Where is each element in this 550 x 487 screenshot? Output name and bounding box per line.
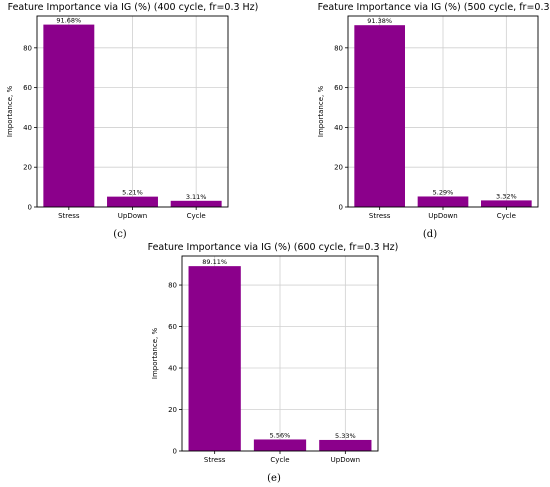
bar-updown bbox=[319, 439, 372, 451]
bar-updown bbox=[107, 196, 158, 207]
y-axis-label: Importance, % bbox=[151, 328, 159, 380]
data-label: 5.21% bbox=[122, 189, 143, 197]
x-tick-label: Stress bbox=[58, 212, 80, 220]
y-tick-label: 60 bbox=[334, 84, 343, 92]
chart-title: Feature Importance via IG (%) (400 cycle… bbox=[8, 2, 259, 13]
x-tick-label: UpDown bbox=[331, 456, 360, 464]
y-tick-label: 20 bbox=[23, 164, 32, 172]
bar-stress bbox=[188, 266, 241, 451]
y-tick-label: 0 bbox=[28, 204, 32, 212]
chart-panel-1: 91.38% Stress 5.29% UpDown 3.32% Cycle 0 20 40 60… bbox=[317, 2, 550, 240]
bar-cycle bbox=[481, 200, 532, 207]
panel-caption: (d) bbox=[423, 229, 437, 240]
y-tick-label: 80 bbox=[168, 282, 177, 290]
y-tick-label: 0 bbox=[173, 448, 177, 456]
x-tick-label: Stress bbox=[204, 456, 226, 464]
y-axis-label: Importance, % bbox=[317, 86, 325, 138]
y-tick-label: 60 bbox=[168, 323, 177, 331]
y-tick-label: 40 bbox=[168, 365, 177, 373]
y-tick-label: 80 bbox=[334, 44, 343, 52]
chart-panel-2: 89.11% Stress 5.56% Cycle 5.33% UpDown 0 20 40 60… bbox=[148, 242, 399, 484]
data-label: 3.11% bbox=[186, 193, 207, 201]
plot-frame bbox=[36, 15, 229, 208]
data-label: 91.38% bbox=[367, 17, 392, 25]
bar-updown bbox=[417, 196, 469, 207]
x-tick-label: Cycle bbox=[187, 212, 206, 220]
plot-frame bbox=[347, 15, 539, 208]
y-tick-label: 20 bbox=[334, 164, 343, 172]
data-label: 3.32% bbox=[496, 192, 517, 200]
bar-stress bbox=[43, 24, 95, 207]
data-label: 91.68% bbox=[56, 17, 81, 25]
y-axis-label: Importance, % bbox=[6, 86, 14, 138]
y-tick-label: 60 bbox=[23, 84, 32, 92]
y-tick-label: 80 bbox=[23, 44, 32, 52]
chart-title: Feature Importance via IG (%) (500 cycle… bbox=[318, 2, 550, 13]
x-tick-label: Cycle bbox=[270, 456, 289, 464]
data-label: 5.33% bbox=[335, 432, 356, 440]
data-label: 89.11% bbox=[202, 258, 227, 266]
y-tick-label: 40 bbox=[334, 124, 343, 132]
data-label: 5.56% bbox=[270, 431, 291, 439]
y-tick-label: 0 bbox=[339, 204, 343, 212]
bar-stress bbox=[354, 25, 405, 207]
chart-panel-0: 91.68% Stress 5.21% UpDown 3.11% Cycle 0 20 40 60… bbox=[6, 2, 258, 240]
x-tick-label: UpDown bbox=[118, 212, 147, 220]
bar-cycle bbox=[170, 200, 222, 207]
x-tick-label: Cycle bbox=[497, 212, 516, 220]
data-label: 5.29% bbox=[433, 188, 454, 196]
chart-title: Feature Importance via IG (%) (600 cycle… bbox=[148, 242, 399, 253]
x-tick-label: Stress bbox=[369, 212, 391, 220]
bar-cycle bbox=[253, 439, 307, 451]
panel-caption: (c) bbox=[113, 229, 127, 240]
panel-caption: (e) bbox=[267, 473, 281, 484]
x-tick-label: UpDown bbox=[428, 212, 457, 220]
plot-frame bbox=[181, 255, 379, 452]
y-tick-label: 20 bbox=[168, 406, 177, 414]
y-tick-label: 40 bbox=[23, 124, 32, 132]
